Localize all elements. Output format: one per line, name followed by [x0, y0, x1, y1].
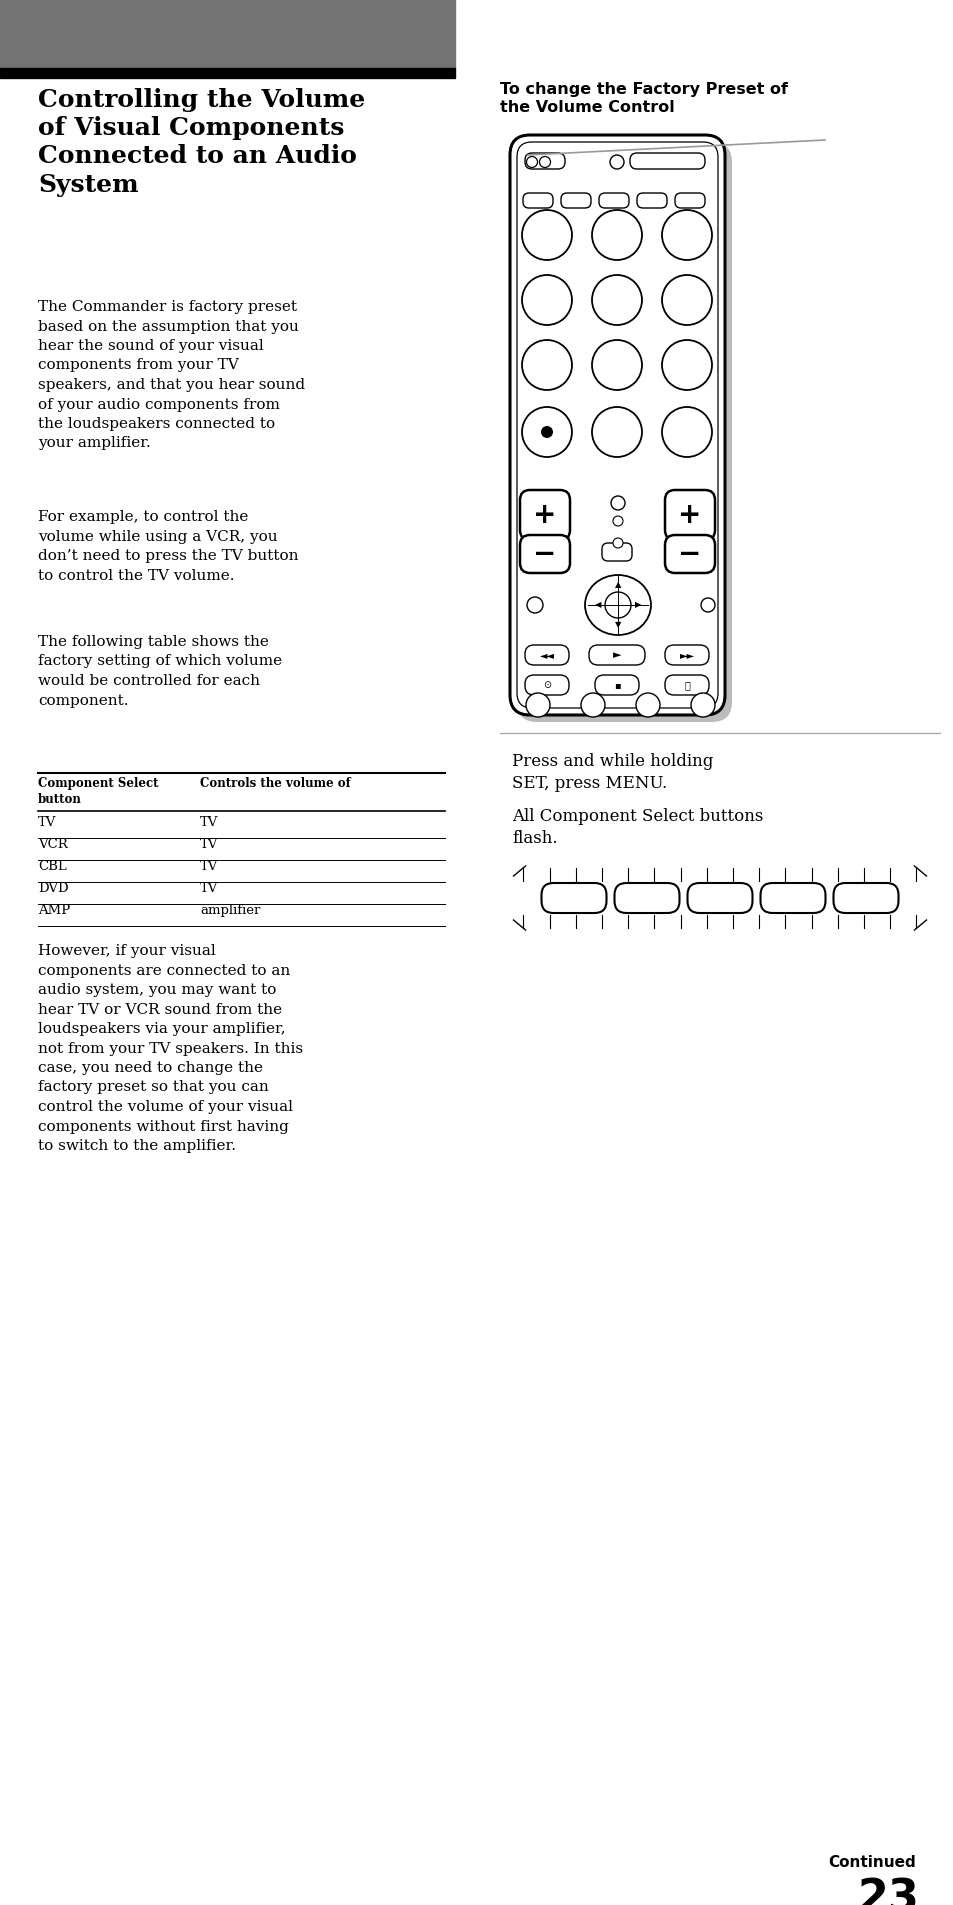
FancyBboxPatch shape: [664, 674, 708, 695]
Circle shape: [592, 339, 641, 391]
Text: ►: ►: [612, 650, 620, 659]
Text: ⏸: ⏸: [683, 680, 689, 690]
Circle shape: [690, 693, 714, 716]
FancyBboxPatch shape: [560, 192, 590, 208]
Bar: [0, 69, 455, 78]
Text: Press and while holding
SET, press MENU.: Press and while holding SET, press MENU.: [512, 752, 713, 792]
Circle shape: [592, 408, 641, 457]
Circle shape: [636, 693, 659, 716]
Circle shape: [521, 408, 572, 457]
Text: 23: 23: [856, 1876, 918, 1905]
Circle shape: [592, 210, 641, 259]
Bar: [0, 0, 455, 69]
Circle shape: [539, 156, 550, 168]
Text: ⊙: ⊙: [542, 680, 551, 690]
FancyBboxPatch shape: [524, 674, 568, 695]
Circle shape: [521, 210, 572, 259]
Circle shape: [610, 495, 624, 511]
FancyBboxPatch shape: [675, 192, 704, 208]
Text: Controlling the Volume
of Visual Components
Connected to an Audio
System: Controlling the Volume of Visual Compone…: [38, 88, 365, 196]
FancyBboxPatch shape: [614, 884, 679, 912]
Circle shape: [613, 516, 622, 526]
Circle shape: [540, 427, 553, 438]
Text: Controls the volume of: Controls the volume of: [200, 777, 351, 791]
Text: ▲: ▲: [614, 581, 620, 589]
Text: −: −: [533, 539, 556, 568]
FancyBboxPatch shape: [524, 646, 568, 665]
FancyBboxPatch shape: [629, 152, 704, 170]
FancyBboxPatch shape: [510, 135, 724, 714]
Text: ▪: ▪: [613, 680, 619, 690]
FancyBboxPatch shape: [517, 143, 731, 722]
Circle shape: [526, 156, 537, 168]
Text: TV: TV: [38, 815, 56, 829]
Circle shape: [521, 274, 572, 326]
Text: ►►: ►►: [679, 650, 694, 659]
Text: All Component Select buttons
flash.: All Component Select buttons flash.: [512, 808, 762, 848]
Ellipse shape: [584, 575, 650, 634]
FancyBboxPatch shape: [664, 490, 714, 539]
Text: The following table shows the
factory setting of which volume
would be controlle: The following table shows the factory se…: [38, 634, 282, 707]
FancyBboxPatch shape: [664, 646, 708, 665]
Text: ◀: ◀: [594, 600, 600, 610]
Text: TV: TV: [200, 838, 218, 852]
Text: CBL: CBL: [38, 859, 67, 872]
Text: TV: TV: [200, 859, 218, 872]
Text: VCR: VCR: [38, 838, 68, 852]
FancyBboxPatch shape: [595, 674, 639, 695]
FancyBboxPatch shape: [519, 535, 569, 573]
Circle shape: [613, 537, 622, 549]
Circle shape: [604, 592, 630, 617]
Text: amplifier: amplifier: [200, 905, 260, 916]
Text: However, if your visual
components are connected to an
audio system, you may wan: However, if your visual components are c…: [38, 945, 303, 1153]
Circle shape: [526, 596, 542, 613]
FancyBboxPatch shape: [588, 646, 644, 665]
FancyBboxPatch shape: [519, 490, 569, 539]
Text: For example, to control the
volume while using a VCR, you
don’t need to press th: For example, to control the volume while…: [38, 511, 298, 583]
Circle shape: [661, 339, 711, 391]
FancyBboxPatch shape: [541, 884, 606, 912]
Circle shape: [661, 274, 711, 326]
Text: To change the Factory Preset of: To change the Factory Preset of: [499, 82, 787, 97]
FancyBboxPatch shape: [522, 192, 553, 208]
Text: TV: TV: [200, 882, 218, 895]
Text: ▶: ▶: [634, 600, 640, 610]
Text: +: +: [678, 501, 701, 530]
Circle shape: [609, 154, 623, 170]
Text: TV: TV: [200, 815, 218, 829]
Text: −: −: [678, 539, 700, 568]
FancyBboxPatch shape: [598, 192, 628, 208]
FancyBboxPatch shape: [524, 152, 564, 170]
FancyBboxPatch shape: [637, 192, 666, 208]
Text: +: +: [533, 501, 557, 530]
Text: ◄◄: ◄◄: [539, 650, 554, 659]
Circle shape: [700, 598, 714, 612]
Circle shape: [521, 339, 572, 391]
Circle shape: [661, 210, 711, 259]
Text: The Commander is factory preset
based on the assumption that you
hear the sound : The Commander is factory preset based on…: [38, 299, 305, 450]
Text: Continued: Continued: [827, 1855, 915, 1871]
Circle shape: [580, 693, 604, 716]
Circle shape: [661, 408, 711, 457]
Text: ▼: ▼: [614, 621, 620, 629]
Circle shape: [592, 274, 641, 326]
Circle shape: [525, 693, 550, 716]
FancyBboxPatch shape: [664, 535, 714, 573]
Text: AMP: AMP: [38, 905, 71, 916]
FancyBboxPatch shape: [687, 884, 752, 912]
FancyBboxPatch shape: [760, 884, 824, 912]
FancyBboxPatch shape: [833, 884, 898, 912]
FancyBboxPatch shape: [601, 543, 631, 560]
Text: DVD: DVD: [38, 882, 69, 895]
Text: Component Select
button: Component Select button: [38, 777, 158, 806]
Text: the Volume Control: the Volume Control: [499, 99, 674, 114]
